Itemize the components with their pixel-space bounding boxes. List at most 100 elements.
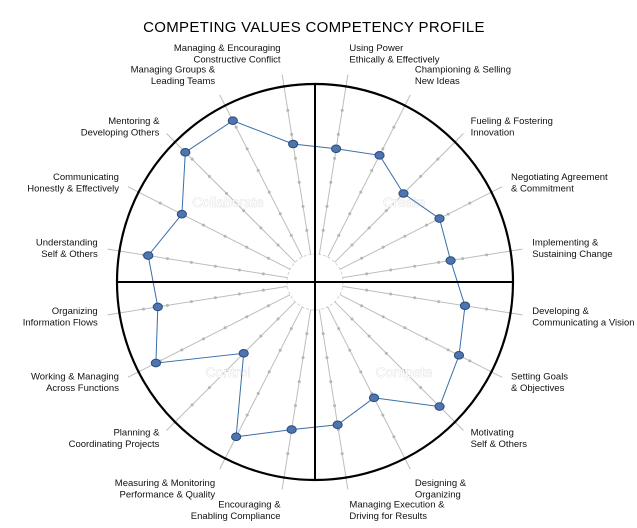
competency-label-line: Ethically & Effectively xyxy=(349,55,439,66)
spoke-tick xyxy=(419,174,423,178)
spoke-tick xyxy=(321,332,325,336)
data-point xyxy=(398,189,409,198)
competency-label-line: Planning & xyxy=(113,427,160,438)
competency-label: Planning &Coordinating Projects xyxy=(69,427,160,450)
data-point xyxy=(368,393,380,403)
competency-label-line: Information Flows xyxy=(23,318,98,329)
spoke-line xyxy=(342,248,523,279)
spoke-tick xyxy=(261,288,265,292)
spoke-tick xyxy=(437,300,441,304)
spoke-tick xyxy=(340,452,344,456)
spoke-tick xyxy=(165,303,169,307)
spoke-tick xyxy=(384,351,388,355)
quadrant-label-create: Create xyxy=(383,194,425,210)
competency-label-line: Fueling & Fostering xyxy=(471,116,553,127)
spoke-tick xyxy=(267,190,271,194)
spoke-tick xyxy=(245,245,249,249)
spoke-tick xyxy=(325,204,329,208)
spoke-tick xyxy=(237,268,241,272)
competency-label: Mentoring &Developing Others xyxy=(81,116,160,139)
spoke-tick xyxy=(437,260,441,264)
spoke-tick xyxy=(237,292,241,296)
spoke-line xyxy=(166,301,296,431)
data-point xyxy=(434,402,445,411)
competency-label-line: Implementing & xyxy=(532,237,599,248)
competency-label-line: Driving for Results xyxy=(349,511,427,522)
outer-circle xyxy=(115,82,515,482)
competency-label: Managing Execution &Driving for Results xyxy=(349,499,445,522)
spoke-tick xyxy=(425,223,429,227)
spoke-tick xyxy=(278,348,282,352)
quadrant-label-collaborate: Collaborate xyxy=(192,194,264,210)
spoke-tick xyxy=(436,157,440,161)
spoke-tick xyxy=(384,209,388,213)
spoke-tick xyxy=(245,413,249,417)
spoke-tick xyxy=(392,435,396,439)
competency-label-line: Innovation xyxy=(471,128,515,139)
spoke-tick xyxy=(242,209,246,213)
spoke-tick xyxy=(350,243,354,247)
spoke-tick xyxy=(225,192,229,196)
spoke-tick xyxy=(381,315,385,319)
competency-label: Designing &Organizing xyxy=(415,478,467,501)
competency-label-line: Across Functions xyxy=(46,383,119,394)
competency-label-line: Working & Managing xyxy=(31,372,119,383)
spoke-tick xyxy=(389,292,393,296)
data-point xyxy=(231,432,242,442)
spoke-tick xyxy=(365,272,369,276)
spoke-tick xyxy=(180,348,184,352)
spoke-tick xyxy=(293,156,297,160)
spoke-tick xyxy=(190,157,194,161)
spoke-tick xyxy=(276,243,280,247)
spoke-tick xyxy=(256,392,260,396)
competency-label-line: Negotiating Agreement xyxy=(511,172,608,183)
competency-label-line: & Objectives xyxy=(511,383,565,394)
spoke-line xyxy=(334,133,464,263)
spoke-tick xyxy=(289,327,293,331)
spoke-tick xyxy=(321,228,325,232)
spoke-tick xyxy=(297,180,301,184)
spoke-line xyxy=(219,306,303,470)
spoke-tick xyxy=(401,368,405,372)
spoke-line xyxy=(339,294,503,378)
data-point xyxy=(286,425,297,434)
competency-label: Managing Groups &Leading Teams xyxy=(131,64,216,87)
competency-label: Developing &Communicating a Vision xyxy=(532,306,634,329)
spoke-tick xyxy=(207,174,211,178)
data-point xyxy=(374,151,385,160)
competency-label-line: Setting Goals xyxy=(511,372,568,383)
spoke-tick xyxy=(201,223,205,227)
quadrant-label-compete: Compete xyxy=(376,364,433,380)
spoke-line xyxy=(107,285,288,316)
competency-label-line: Developing Others xyxy=(81,128,160,139)
competency-label-line: Organizing xyxy=(52,306,98,317)
spoke-tick xyxy=(359,370,363,374)
spoke-line xyxy=(107,248,288,279)
spoke-tick xyxy=(290,132,294,136)
spoke-tick xyxy=(381,147,385,151)
spoke-line xyxy=(127,186,291,270)
competency-label-line: Performance & Quality xyxy=(120,490,216,501)
data-point xyxy=(238,349,249,358)
spoke-tick xyxy=(336,132,340,136)
spoke-tick xyxy=(348,348,352,352)
competency-label: Encouraging &Enabling Compliance xyxy=(191,499,281,522)
competency-label-line: Managing & Encouraging xyxy=(174,43,281,54)
spoke-tick xyxy=(286,108,290,112)
spoke-tick xyxy=(333,156,337,160)
spoke-tick xyxy=(370,168,374,172)
spoke-tick xyxy=(278,212,282,216)
competency-label-line: Communicating a Vision xyxy=(532,318,634,329)
competency-label-line: Championing & Selling xyxy=(415,64,511,75)
spoke-tick xyxy=(259,334,263,338)
spoke-tick xyxy=(286,452,290,456)
spoke-tick xyxy=(297,380,301,384)
spoke-tick xyxy=(305,332,309,336)
competency-label-line: Mentoring & xyxy=(108,116,160,127)
